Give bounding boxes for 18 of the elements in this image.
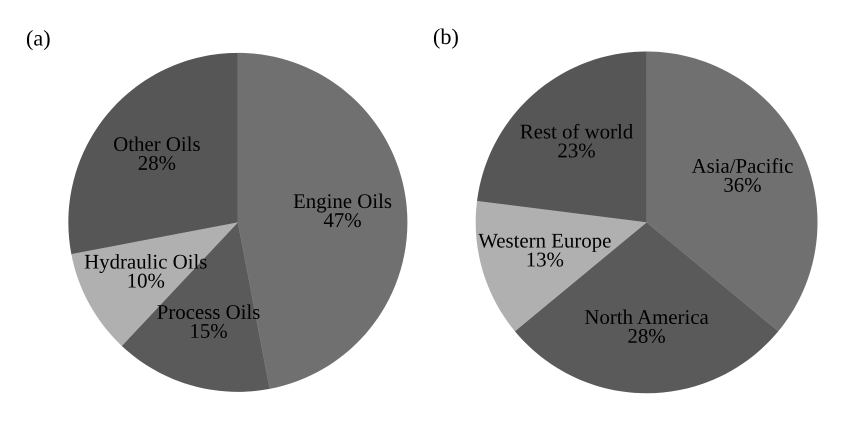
data-label: 28% [628, 328, 665, 344]
slice-label: North America [584, 309, 708, 324]
data-label: 10% [128, 274, 164, 288]
slice-label: Asia/Pacific [692, 158, 793, 174]
slice-label: Rest of world [520, 124, 633, 139]
chart-title: (b) [434, 28, 458, 49]
slice-label: Western Europe [478, 234, 611, 252]
data-label: 47% [324, 213, 361, 228]
data-label: 23% [558, 143, 595, 158]
data-label: 13% [528, 252, 564, 267]
data-label: 15% [191, 324, 227, 338]
slice-label: Engine Oils [294, 194, 392, 212]
slice-label: Hydraulic Oils [84, 254, 207, 274]
chart-title: (a) [26, 30, 50, 50]
slice-label: Process Oils [157, 304, 260, 320]
slice-label: Other Oils [114, 136, 200, 152]
data-label: 28% [138, 156, 176, 170]
data-label: 36% [724, 178, 761, 192]
